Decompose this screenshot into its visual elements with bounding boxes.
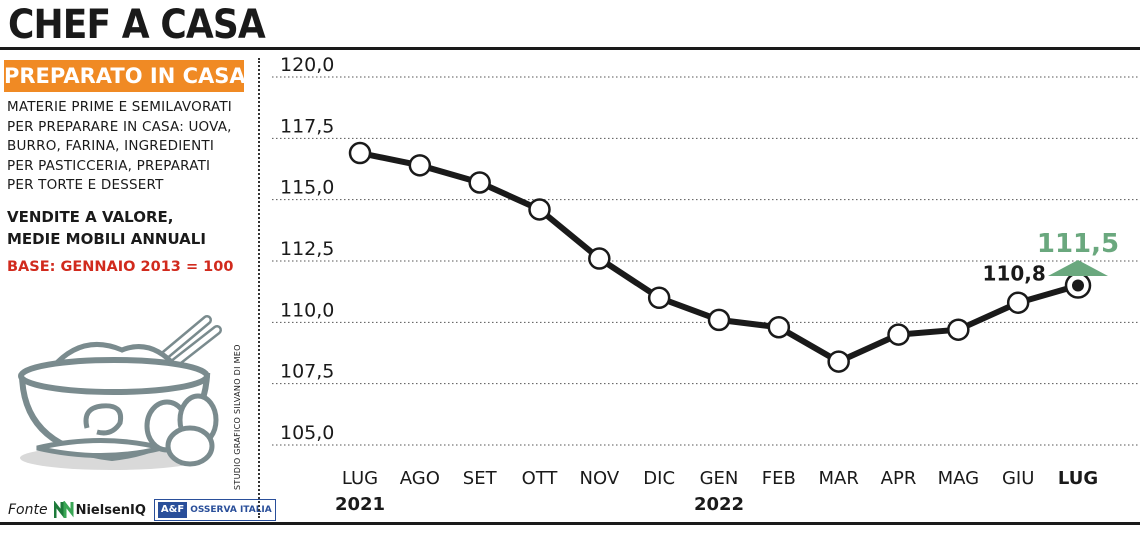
x-tick-label: LUG [1058, 468, 1098, 489]
y-tick-label: 107,5 [280, 361, 334, 383]
data-point [827, 350, 850, 373]
x-tick-label: FEB [762, 468, 796, 489]
osserva-italia-mark-icon: A&F [157, 502, 188, 518]
page-title: CHEF A CASA [8, 2, 266, 48]
x-tick-label: NOV [580, 468, 620, 489]
measure-note: VENDITE A VALORE, MEDIE MOBILI ANNUALI [7, 206, 206, 250]
data-point [707, 308, 731, 332]
osserva-italia-logo: A&F OSSERVA ITALIA [153, 499, 276, 521]
data-point [947, 318, 970, 341]
panel-separator [258, 58, 260, 518]
data-point [1006, 291, 1030, 314]
year-label: 2021 [335, 494, 385, 515]
bottom-rule [0, 522, 1140, 525]
y-tick-label: 110,0 [280, 299, 334, 321]
data-point [408, 154, 432, 177]
y-tick-label: 120,0 [280, 54, 334, 76]
description-line: BURRO, FARINA, INGREDIENTI [7, 138, 215, 154]
up-arrow-icon [1048, 260, 1108, 276]
data-point [887, 323, 910, 346]
nielseniq-name: NielsenIQ [75, 502, 146, 518]
description-line: PER PASTICCERIA, PREPARATI [7, 157, 211, 174]
studio-credit: STUDIO GRAFICO SILVANO DI MEO [233, 344, 242, 490]
nielseniq-mark-icon [53, 501, 74, 518]
description-line: MATERIE PRIME E SEMILAVORATI [7, 99, 232, 115]
y-tick-label: 105,0 [280, 422, 334, 444]
data-point [348, 141, 372, 165]
description-line: PER TORTE E DESSERT [7, 177, 164, 193]
x-tick-label: MAR [818, 468, 858, 489]
measure-line: VENDITE A VALORE, [7, 208, 174, 226]
data-point [767, 315, 791, 339]
year-label: 2022 [694, 494, 744, 515]
data-label: 110,8 [983, 262, 1046, 286]
x-tick-label: LUG [342, 468, 378, 489]
highlight-value-label: 111,5 [1037, 229, 1119, 259]
source-label: Fonte [8, 502, 48, 518]
osserva-italia-name: OSSERVA ITALIA [190, 505, 272, 515]
x-tick-label: GIU [1002, 468, 1034, 489]
y-tick-label: 117,5 [280, 115, 334, 137]
base-note: BASE: GENNAIO 2013 = 100 [7, 259, 234, 275]
measure-line: MEDIE MOBILI ANNUALI [7, 230, 206, 248]
x-tick-label: SET [463, 468, 498, 489]
y-tick-label: 112,5 [280, 238, 334, 260]
category-badge: PREPARATO IN CASA [4, 60, 246, 92]
description-line: PER PREPARARE IN CASA: UOVA, [7, 118, 232, 135]
source-line: Fonte NielsenIQ A&F OSSERVA ITALIA [8, 498, 276, 522]
x-tick-label: APR [881, 468, 917, 489]
description: MATERIE PRIME E SEMILAVORATI PER PREPARA… [7, 98, 255, 196]
x-tick-label: MAG [938, 468, 979, 489]
x-tick-label: AGO [400, 468, 440, 489]
nielseniq-logo: NielsenIQ [53, 501, 146, 519]
x-tick-label: DIC [643, 468, 675, 489]
highlight-point-center [1072, 279, 1084, 292]
x-tick-label: OTT [522, 468, 559, 489]
mixing-bowl-illustration [18, 315, 222, 470]
data-point [647, 286, 671, 310]
data-point [588, 247, 611, 270]
y-tick-label: 115,0 [280, 177, 334, 199]
data-point [468, 171, 491, 194]
line-chart: 120,0 117,5 115,0 112,5 110,0 107,5 105,0 LUG AG… [272, 54, 1138, 515]
top-rule [0, 47, 1140, 50]
x-tick-label: GEN [700, 468, 739, 489]
data-point [528, 198, 551, 221]
